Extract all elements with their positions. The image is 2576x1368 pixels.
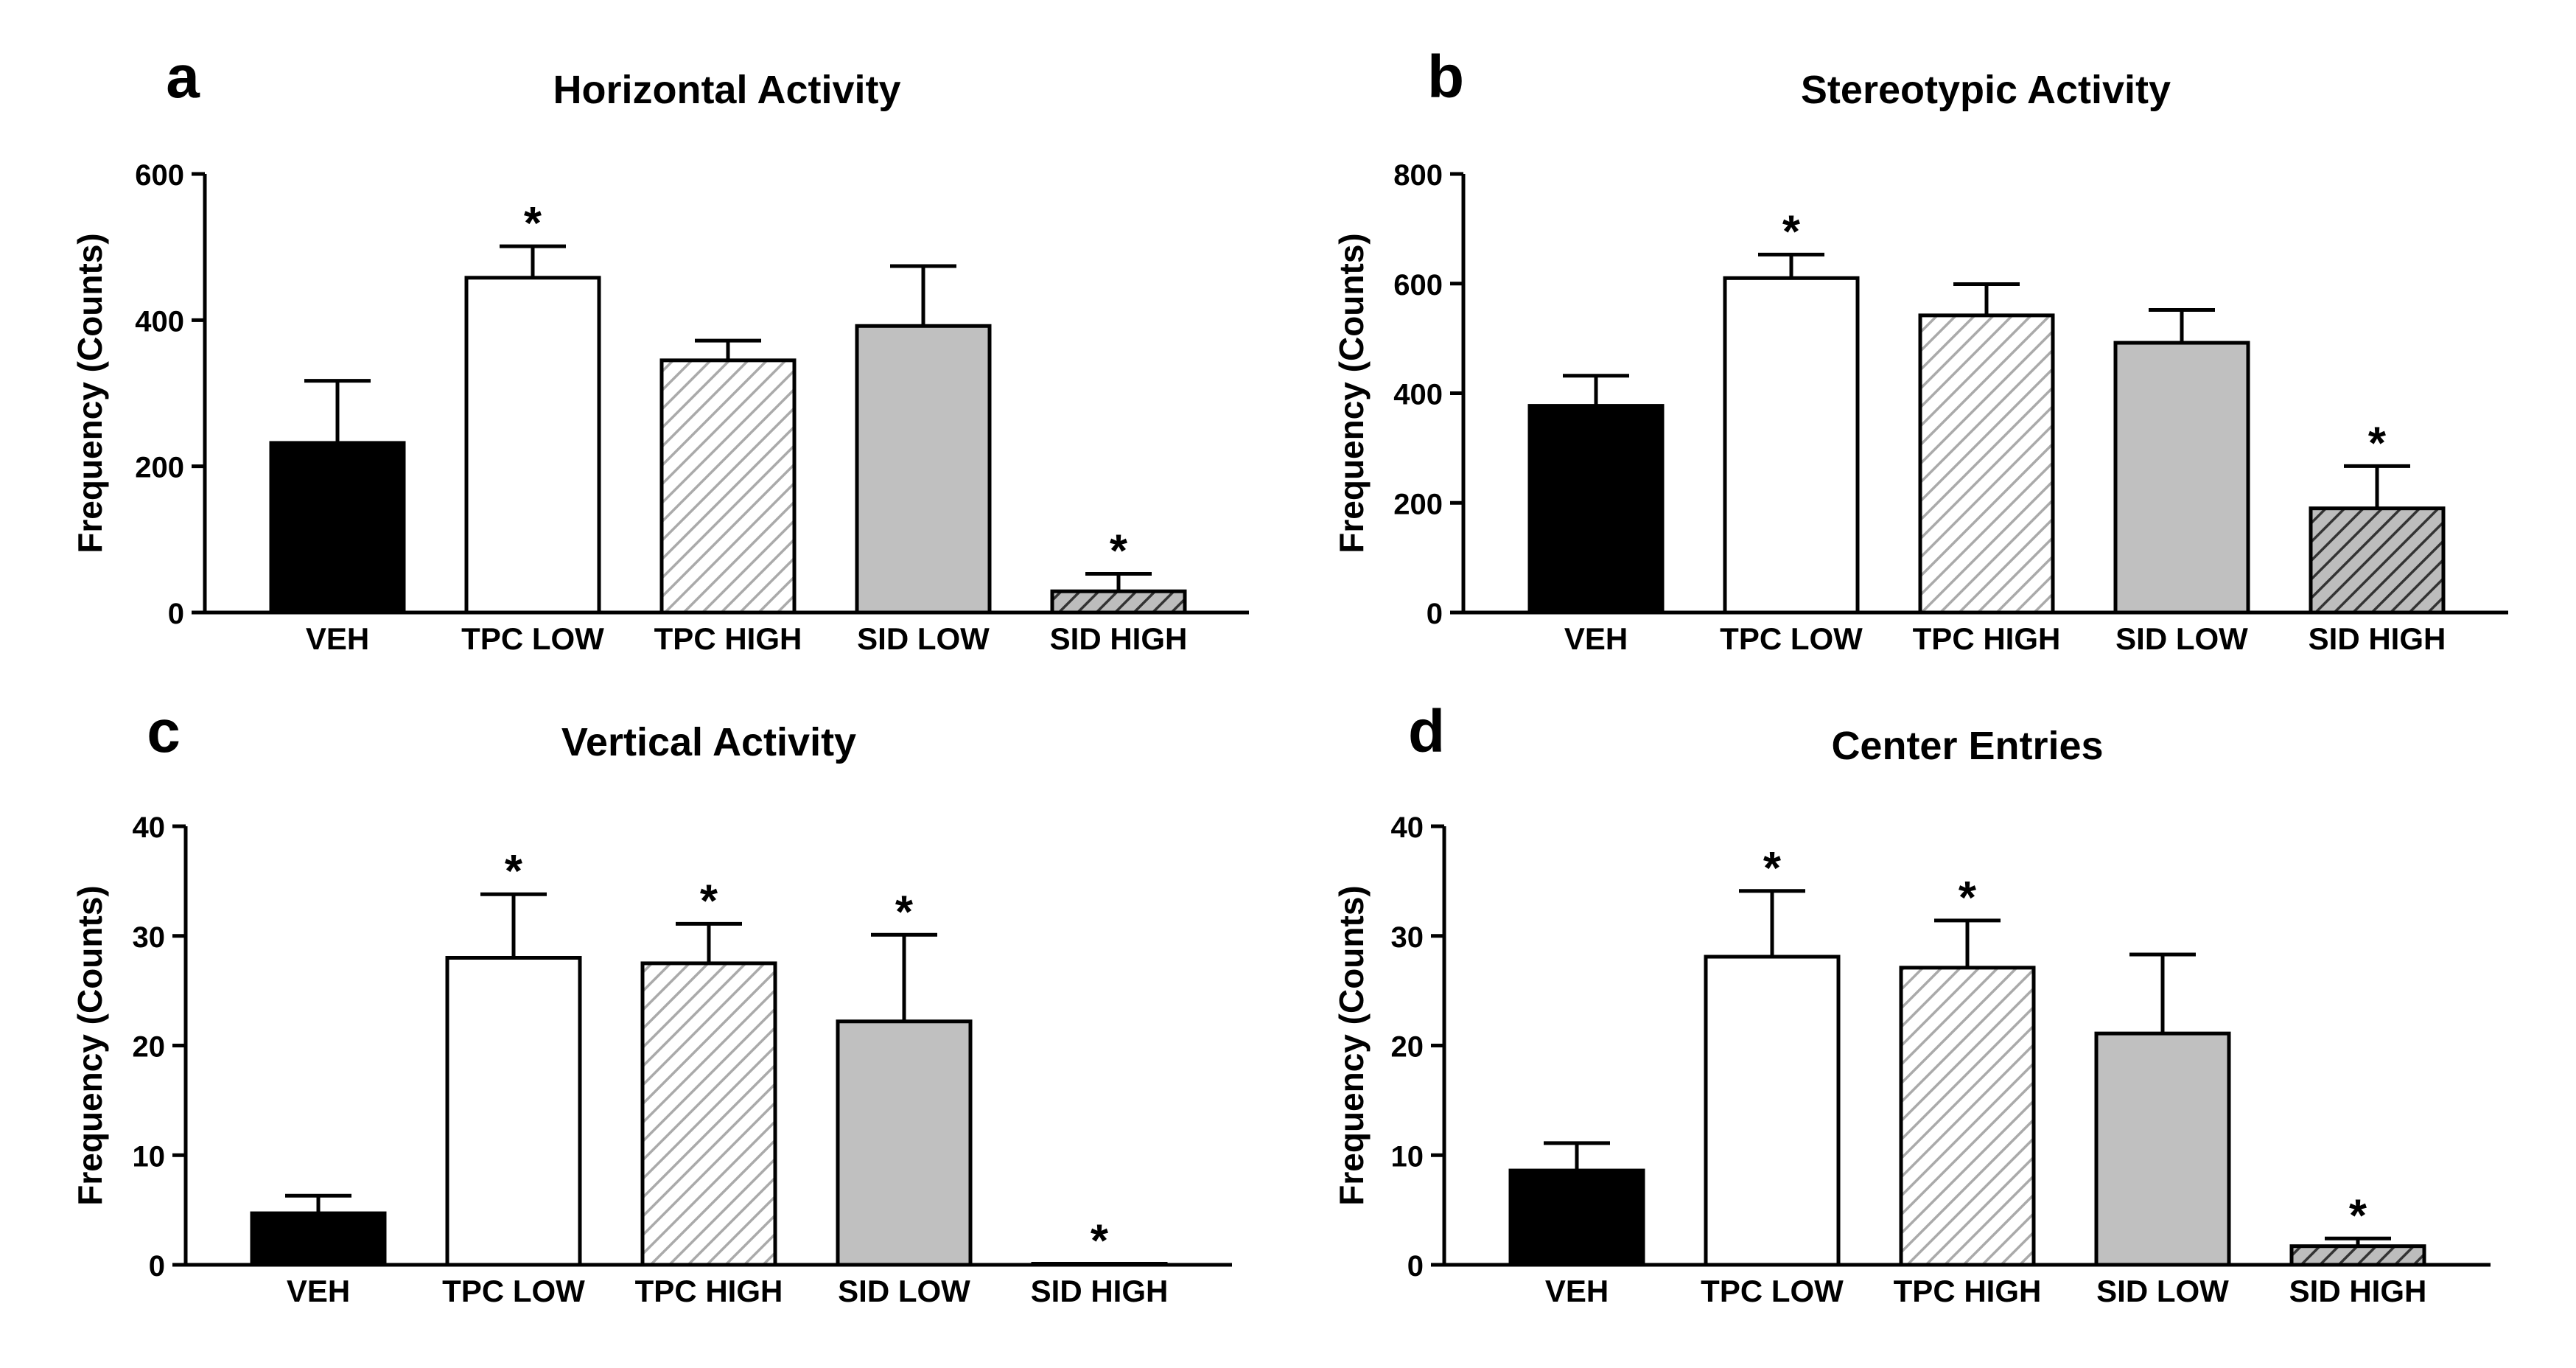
bar-tpc-high bbox=[659, 358, 797, 615]
bar-tpc-high bbox=[640, 961, 777, 1267]
bar-sid-high bbox=[2309, 506, 2446, 615]
y-tick-label: 0 bbox=[168, 598, 184, 630]
chart-panel-c: c Vertical Activity Frequency (Counts) 0 10 2… bbox=[71, 698, 1232, 1308]
significance-star: * bbox=[524, 198, 542, 249]
bar-veh bbox=[1508, 1168, 1645, 1267]
significance-star: * bbox=[2368, 418, 2387, 469]
x-tick-label: VEH bbox=[287, 1274, 350, 1308]
significance-star: * bbox=[1959, 873, 1977, 924]
y-tick-label: 800 bbox=[1393, 159, 1443, 192]
significance-star: * bbox=[895, 887, 914, 938]
x-tick-label: VEH bbox=[1545, 1274, 1609, 1308]
bar-tpc-low bbox=[1723, 276, 1860, 615]
x-tick-label: SID LOW bbox=[857, 621, 990, 656]
x-tick-label: SID HIGH bbox=[2309, 621, 2446, 656]
x-tick-label: SID LOW bbox=[2096, 1274, 2229, 1308]
y-tick-label: 400 bbox=[1393, 379, 1443, 411]
bar-tpc-low bbox=[1704, 955, 1841, 1267]
significance-star: * bbox=[700, 876, 718, 926]
bar-sid-low bbox=[855, 324, 992, 615]
bar-sid-low bbox=[2113, 341, 2250, 615]
bar-veh bbox=[250, 1211, 387, 1267]
x-tick-label: SID HIGH bbox=[1050, 621, 1188, 656]
y-tick-label: 0 bbox=[1427, 598, 1443, 630]
significance-star: * bbox=[1782, 206, 1801, 257]
x-tick-label: TPC LOW bbox=[1701, 1274, 1844, 1308]
x-tick-label: TPC HIGH bbox=[1894, 1274, 2042, 1308]
chart-panel-d: d Center Entries Frequency (Counts) 0 10 20 30… bbox=[1332, 698, 2491, 1308]
chart-panel-a: a Horizontal Activity Frequency (Counts) 0 2… bbox=[71, 43, 1249, 656]
chart-title: Center Entries bbox=[1831, 724, 2103, 768]
x-tick-label: SID HIGH bbox=[1031, 1274, 1169, 1308]
chart-title: Vertical Activity bbox=[561, 720, 856, 764]
x-tick-label: TPC LOW bbox=[461, 621, 604, 656]
y-axis-label: Frequency (Counts) bbox=[1332, 885, 1371, 1205]
bar-tpc-high bbox=[1899, 966, 2036, 1267]
x-tick-label: TPC HIGH bbox=[654, 621, 802, 656]
y-axis-label: Frequency (Counts) bbox=[71, 885, 109, 1205]
y-tick-label: 20 bbox=[1391, 1031, 1424, 1064]
significance-star: * bbox=[1091, 1216, 1109, 1267]
significance-star: * bbox=[1763, 843, 1782, 894]
x-tick-label: SID LOW bbox=[2115, 621, 2248, 656]
x-tick-label: SID HIGH bbox=[2289, 1274, 2427, 1308]
bar-veh bbox=[269, 441, 406, 615]
significance-star: * bbox=[1110, 526, 1128, 576]
chart-title: Stereotypic Activity bbox=[1801, 68, 2171, 112]
bar-sid-high bbox=[2289, 1244, 2426, 1267]
panel-letter: b bbox=[1427, 43, 1464, 111]
y-axis-label: Frequency (Counts) bbox=[71, 233, 109, 553]
y-axis-label: Frequency (Counts) bbox=[1332, 233, 1371, 553]
bar-veh bbox=[1527, 404, 1665, 615]
bar-tpc-low bbox=[445, 956, 582, 1267]
x-tick-label: TPC HIGH bbox=[635, 1274, 783, 1308]
y-tick-label: 200 bbox=[1393, 488, 1443, 520]
y-tick-label: 10 bbox=[133, 1140, 166, 1173]
y-tick-label: 10 bbox=[1391, 1140, 1424, 1173]
x-tick-label: TPC HIGH bbox=[1913, 621, 2061, 656]
chart-panel-b: b Stereotypic Activity Frequency (Counts) 0… bbox=[1332, 43, 2508, 656]
y-tick-label: 30 bbox=[1391, 921, 1424, 954]
x-tick-label: SID LOW bbox=[838, 1274, 970, 1308]
significance-star: * bbox=[505, 846, 523, 897]
significance-star: * bbox=[2349, 1190, 2367, 1241]
x-tick-label: VEH bbox=[306, 621, 369, 656]
bar-tpc-low bbox=[464, 276, 601, 615]
y-tick-label: 20 bbox=[133, 1031, 166, 1064]
chart-title: Horizontal Activity bbox=[553, 68, 900, 112]
y-tick-label: 0 bbox=[149, 1250, 165, 1282]
x-tick-label: TPC LOW bbox=[442, 1274, 585, 1308]
y-tick-label: 600 bbox=[1393, 269, 1443, 301]
y-tick-label: 600 bbox=[135, 159, 184, 192]
y-tick-label: 30 bbox=[133, 921, 166, 954]
bar-sid-high bbox=[1050, 589, 1187, 615]
x-tick-label: TPC LOW bbox=[1720, 621, 1863, 656]
bar-sid-low bbox=[2094, 1031, 2231, 1267]
y-tick-label: 40 bbox=[133, 812, 166, 844]
y-tick-label: 40 bbox=[1391, 812, 1424, 844]
y-tick-label: 400 bbox=[135, 305, 184, 338]
bar-tpc-high bbox=[1918, 313, 2055, 615]
x-tick-label: VEH bbox=[1564, 621, 1628, 656]
panel-letter: c bbox=[147, 698, 181, 765]
y-tick-label: 0 bbox=[1407, 1250, 1424, 1282]
panel-letter: a bbox=[166, 43, 200, 111]
y-tick-label: 200 bbox=[135, 452, 184, 484]
bar-sid-low bbox=[836, 1019, 973, 1267]
panel-letter: d bbox=[1408, 698, 1445, 765]
